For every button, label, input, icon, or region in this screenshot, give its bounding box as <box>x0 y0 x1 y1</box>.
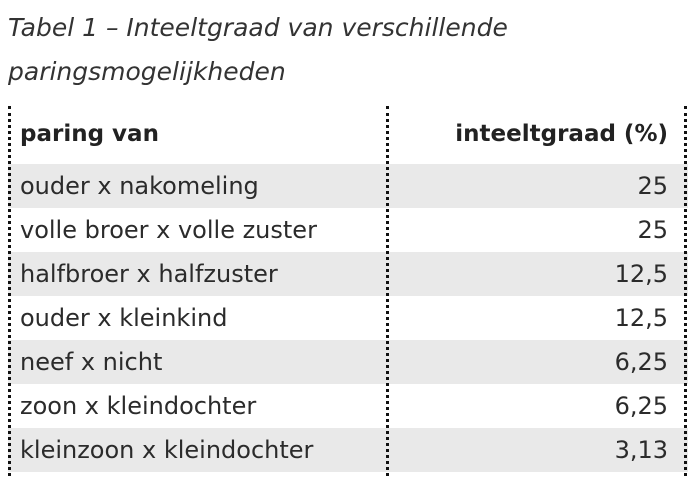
header-pairing: paring van <box>20 121 159 147</box>
table-row: kleinzoon x kleindochter 3,13 <box>8 428 688 472</box>
table-left-border <box>8 106 11 476</box>
inbreeding-cell: 25 <box>637 172 668 200</box>
table-row: ouder x kleinkind 12,5 <box>8 296 688 340</box>
pairing-cell: neef x nicht <box>20 348 163 376</box>
table-right-border <box>684 106 687 476</box>
table-row: neef x nicht 6,25 <box>8 340 688 384</box>
pairing-cell: halfbroer x halfzuster <box>20 260 278 288</box>
inbreeding-cell: 12,5 <box>614 260 668 288</box>
inbreeding-cell: 6,25 <box>614 348 668 376</box>
inbreeding-cell: 6,25 <box>614 392 668 420</box>
table-row: ouder x nakomeling 25 <box>8 164 688 208</box>
inbreeding-cell: 25 <box>637 216 668 244</box>
table-caption: Tabel 1 – Inteeltgraad van verschillende… <box>8 6 678 94</box>
inbreeding-cell: 12,5 <box>614 304 668 332</box>
table-row: volle broer x volle zuster 25 <box>8 208 688 252</box>
pairing-cell: kleinzoon x kleindochter <box>20 436 314 464</box>
pairing-cell: volle broer x volle zuster <box>20 216 317 244</box>
header-inbreeding: inteeltgraad (%) <box>455 121 668 147</box>
table-row: zoon x kleindochter 6,25 <box>8 384 688 428</box>
table-row: halfbroer x halfzuster 12,5 <box>8 252 688 296</box>
caption-line-2: paringsmogelijkheden <box>8 57 286 86</box>
pairing-cell: ouder x nakomeling <box>20 172 259 200</box>
inbreeding-table: paring van inteeltgraad (%) ouder x nako… <box>8 106 688 476</box>
table-header-row: paring van inteeltgraad (%) <box>8 106 688 162</box>
caption-line-1: Tabel 1 – Inteeltgraad van verschillende <box>8 13 508 42</box>
table-column-divider <box>386 106 389 476</box>
pairing-cell: zoon x kleindochter <box>20 392 257 420</box>
inbreeding-cell: 3,13 <box>614 436 668 464</box>
pairing-cell: ouder x kleinkind <box>20 304 228 332</box>
